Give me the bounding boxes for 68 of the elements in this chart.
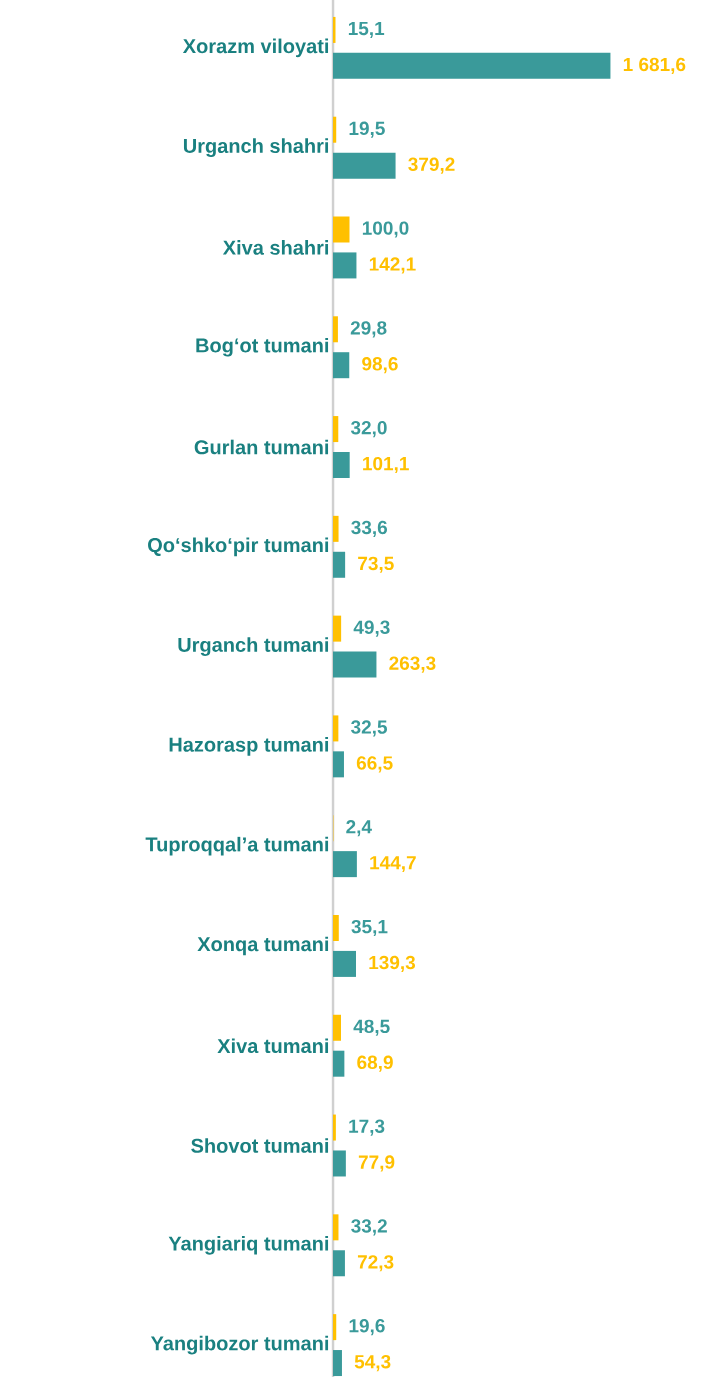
bar xyxy=(333,1214,339,1241)
bar xyxy=(333,950,356,977)
bar xyxy=(333,152,396,179)
bar xyxy=(333,1150,346,1177)
bar xyxy=(333,416,339,443)
data-label: 48,5 xyxy=(353,1019,390,1036)
data-label: 19,6 xyxy=(349,1319,385,1336)
y-tick-label: Xorazm viloyati xyxy=(182,38,329,58)
y-tick-label: Yangiariq tumani xyxy=(168,1235,329,1255)
bar xyxy=(333,1314,337,1341)
data-label: 98,6 xyxy=(362,357,398,374)
bar xyxy=(333,451,350,478)
data-label: 263,3 xyxy=(389,656,436,673)
data-label: 100,0 xyxy=(362,221,409,238)
bar xyxy=(333,1250,345,1277)
y-tick-label: Xiva tumani xyxy=(217,1038,329,1054)
y-tick-label: Xonqa tumani xyxy=(197,936,329,956)
data-label: 49,3 xyxy=(353,620,390,637)
y-tick-label: Hazorasp tumani xyxy=(169,737,329,756)
data-label: 142,1 xyxy=(369,257,416,274)
bar xyxy=(333,1050,345,1077)
bar xyxy=(333,252,357,279)
bar xyxy=(333,551,346,578)
data-label: 33,6 xyxy=(351,520,388,537)
bar xyxy=(333,615,342,642)
data-label: 72,3 xyxy=(357,1255,394,1272)
bar xyxy=(333,651,377,678)
bar xyxy=(333,1014,341,1041)
data-label: 2,4 xyxy=(346,820,372,837)
data-label: 66,5 xyxy=(356,756,393,773)
bar xyxy=(333,352,350,379)
y-tick-label: Yangibozor tumani xyxy=(150,1335,329,1355)
bar xyxy=(333,1350,342,1377)
y-tick-label: Qo‘shko‘pir tumani xyxy=(148,537,329,557)
bar xyxy=(333,715,339,742)
bar xyxy=(333,316,338,343)
y-tick-label: Bog‘ot tumani xyxy=(196,337,329,357)
data-label: 379,2 xyxy=(408,157,455,174)
y-tick-label: Gurlan tumani xyxy=(194,439,329,455)
y-tick-label: Urganch tumani xyxy=(178,637,329,656)
y-tick-label: Xiva shahri xyxy=(222,240,329,255)
data-label: 144,7 xyxy=(370,856,416,873)
bar xyxy=(333,751,344,778)
data-label: 29,8 xyxy=(350,321,387,338)
data-label: 77,9 xyxy=(358,1155,395,1172)
bar xyxy=(333,52,611,79)
bar xyxy=(333,1114,336,1141)
y-tick-label: Urganch shahri xyxy=(183,138,329,158)
data-label: 73,5 xyxy=(358,556,394,573)
bar xyxy=(333,914,339,941)
bar xyxy=(333,116,337,143)
data-label: 15,1 xyxy=(348,21,385,38)
data-label: 35,1 xyxy=(351,919,388,937)
bar xyxy=(333,515,339,542)
data-label: 17,3 xyxy=(349,1119,385,1136)
bar xyxy=(333,216,350,243)
y-tick-label: Tuproqqal’a tumani xyxy=(145,836,329,856)
data-label: 1 681,6 xyxy=(623,57,686,74)
data-label: 54,3 xyxy=(354,1354,391,1372)
data-label: 32,5 xyxy=(351,720,388,737)
data-label: 32,0 xyxy=(350,420,387,438)
data-label: 139,3 xyxy=(369,955,416,973)
data-label: 68,9 xyxy=(357,1055,393,1072)
data-label: 101,1 xyxy=(363,456,409,474)
data-label: 19,5 xyxy=(349,121,385,138)
y-tick-label: Shovot tumani xyxy=(191,1138,329,1153)
data-label: 33,2 xyxy=(351,1219,387,1236)
bar xyxy=(333,851,357,878)
